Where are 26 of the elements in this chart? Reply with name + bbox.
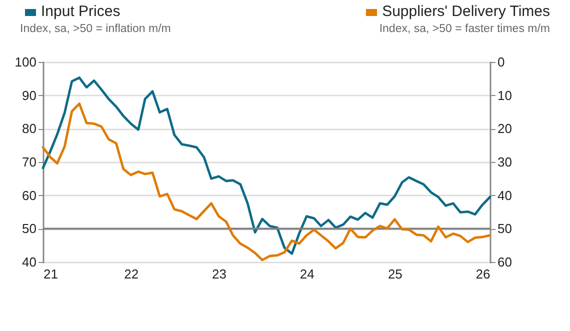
x-tick-label: 26 [476, 266, 490, 282]
legend-label: Suppliers' Delivery Times [382, 3, 550, 20]
y-tick-label: 70 [22, 154, 36, 170]
y-tick-label: 60 [22, 188, 36, 203]
y-tick-label: 90 [22, 88, 36, 103]
y-tick-label: 80 [22, 121, 36, 136]
x-tick-label: 23 [212, 266, 226, 282]
x-tick-label: 22 [124, 266, 139, 282]
y2-tick-label: 0 [498, 54, 505, 70]
x-tick-label: 25 [388, 266, 402, 282]
y2-tick-label: 40 [498, 188, 512, 203]
y2-tick-label: 30 [498, 154, 512, 170]
x-tick-label: 24 [300, 266, 314, 282]
line-series [42, 76, 492, 255]
y2-tick-label: 20 [498, 121, 512, 136]
y2-tick-label: 60 [498, 254, 512, 270]
line-series [42, 102, 492, 262]
y-axis-title: Index, sa, >50 = inflation m/m [20, 23, 171, 35]
y2-tick-label: 50 [498, 221, 512, 236]
y2-tick-label: 10 [498, 88, 512, 103]
y-tick-label: 40 [22, 254, 36, 270]
legend-label: Input Prices [41, 3, 120, 20]
y-tick-label: 50 [22, 221, 36, 236]
x-tick-label: 21 [44, 266, 58, 282]
y-tick-label: 100 [14, 54, 36, 70]
y2-axis-title: Index, sa, >50 = faster times m/m [378, 23, 550, 35]
